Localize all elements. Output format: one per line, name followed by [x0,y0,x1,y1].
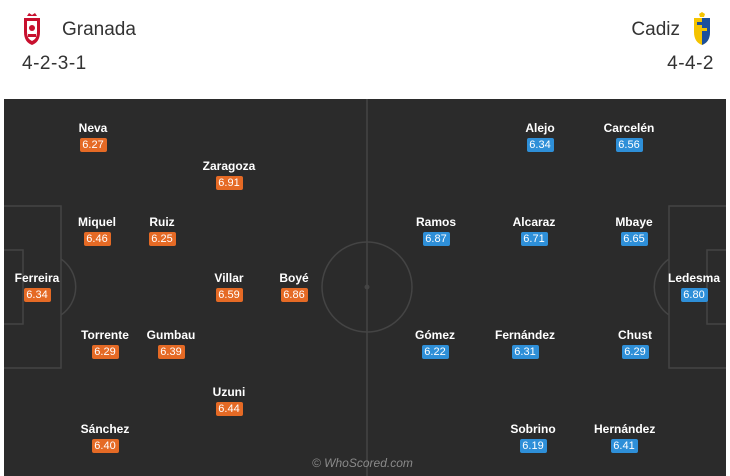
player-rating: 6.27 [79,138,107,152]
player-rating: 6.41 [610,439,638,453]
player-name: Ledesma [667,271,721,285]
player-name: Neva [78,121,108,135]
away-player-fernandez[interactable]: Fernández 6.31 [495,328,555,360]
player-name: Sánchez [80,422,130,436]
player-rating: 6.31 [511,345,539,359]
player-rating: 6.86 [280,288,308,302]
away-team-name[interactable]: Cadiz [631,19,680,40]
player-rating: 6.40 [91,439,119,453]
away-player-alejo[interactable]: Alejo 6.34 [510,121,570,153]
home-formation: 4-2-3-1 [22,53,87,74]
player-rating: 6.65 [620,232,648,246]
away-player-ramos[interactable]: Ramos 6.87 [406,215,466,247]
player-rating: 6.91 [215,176,243,190]
player-name: Villar [214,271,244,285]
away-player-carcelen[interactable]: Carcelén 6.56 [599,121,659,153]
player-rating: 6.34 [526,138,554,152]
player-rating: 6.87 [422,232,450,246]
pitch-markings [4,99,726,476]
player-name: Chust [618,328,652,342]
home-player-neva[interactable]: Neva 6.27 [63,121,123,153]
player-name: Mbaye [615,215,653,229]
player-name: Torrente [81,328,129,342]
player-rating: 6.44 [215,402,243,416]
player-rating: 6.22 [421,345,449,359]
player-name: Gómez [414,328,455,342]
player-rating: 6.59 [215,288,243,302]
home-player-miquel[interactable]: Miquel 6.46 [67,215,127,247]
away-player-ledesma[interactable]: Ledesma 6.80 [664,271,724,303]
player-rating: 6.46 [83,232,111,246]
match-header: Granada 4-2-3-1 Cadiz 4-4-2 [0,0,730,94]
player-name: Zaragoza [202,159,256,173]
player-name: Ramos [415,215,456,229]
home-player-zaragoza[interactable]: Zaragoza 6.91 [199,159,259,191]
player-name: Boyé [279,271,309,285]
away-player-chust[interactable]: Chust 6.29 [605,328,665,360]
player-rating: 6.71 [520,232,548,246]
whoscored-watermark: © WhoScored.com [312,456,413,470]
away-formation: 4-4-2 [667,53,714,74]
player-name: Ruiz [149,215,175,229]
away-player-alcaraz[interactable]: Alcaraz 6.71 [504,215,564,247]
player-rating: 6.34 [23,288,51,302]
player-name: Alcaraz [512,215,556,229]
home-player-ferreira[interactable]: Ferreira 6.34 [7,271,67,303]
player-rating: 6.29 [621,345,649,359]
player-name: Fernández [495,328,556,342]
cadiz-crest-icon[interactable] [691,12,713,46]
home-player-villar[interactable]: Villar 6.59 [199,271,259,303]
home-player-torrente[interactable]: Torrente 6.29 [75,328,135,360]
player-name: Miquel [78,215,116,229]
away-player-gomez[interactable]: Gómez 6.22 [405,328,465,360]
away-player-sobrino[interactable]: Sobrino 6.19 [503,422,563,454]
away-player-mbaye[interactable]: Mbaye 6.65 [604,215,664,247]
away-player-hernandez[interactable]: Hernández 6.41 [594,422,656,454]
player-rating: 6.25 [148,232,176,246]
player-name: Hernández [594,422,656,436]
player-rating: 6.80 [680,288,708,302]
player-name: Ferreira [14,271,60,285]
player-rating: 6.56 [615,138,643,152]
player-rating: 6.19 [519,439,547,453]
home-player-gumbau[interactable]: Gumbau 6.39 [141,328,201,360]
home-player-ruiz[interactable]: Ruiz 6.25 [132,215,192,247]
player-name: Sobrino [510,422,556,436]
player-rating: 6.29 [91,345,119,359]
granada-crest-icon[interactable] [21,12,43,46]
player-name: Gumbau [146,328,196,342]
player-rating: 6.39 [157,345,185,359]
home-player-sanchez[interactable]: Sánchez 6.40 [75,422,135,454]
pitch: Neva 6.27 Zaragoza 6.91 Miquel 6.46 Ruiz… [4,99,726,476]
player-name: Carcelén [603,121,655,135]
home-team-name[interactable]: Granada [62,19,136,40]
player-name: Alejo [525,121,555,135]
player-name: Uzuni [212,385,246,399]
home-player-uzuni[interactable]: Uzuni 6.44 [199,385,259,417]
home-player-boye[interactable]: Boyé 6.86 [264,271,324,303]
